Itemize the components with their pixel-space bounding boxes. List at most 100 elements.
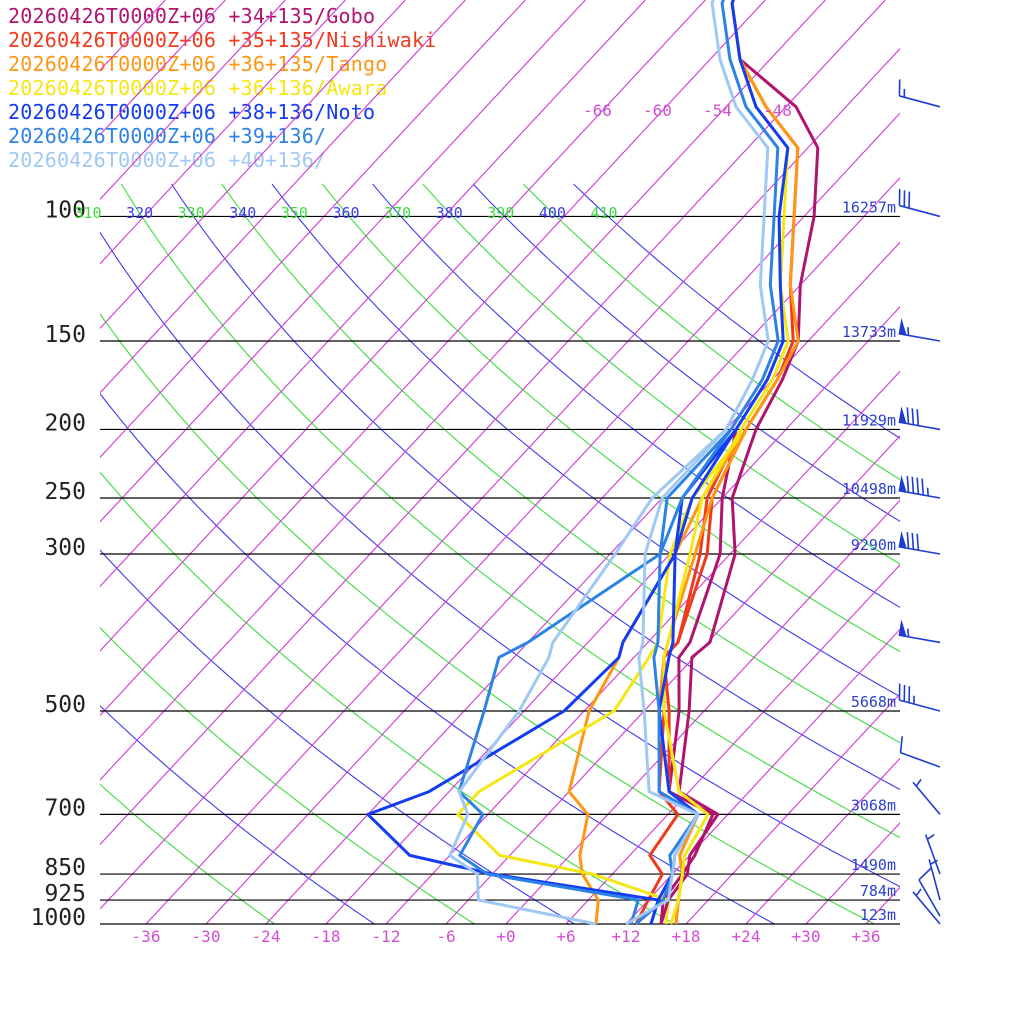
pressure-label: 250 xyxy=(44,479,86,505)
dry-adiabat xyxy=(100,471,676,924)
wind-barb xyxy=(918,867,941,917)
wind-barb-feather xyxy=(911,408,915,425)
x-tick-label: +12 xyxy=(612,927,641,946)
wind-barb-half-feather xyxy=(907,327,910,336)
isotherms xyxy=(100,0,1024,924)
dewpoint-line xyxy=(659,429,738,925)
dry-adiabat xyxy=(221,183,900,744)
wind-barb-staff xyxy=(900,751,941,768)
isotherm-line xyxy=(325,305,900,924)
wind-barb-pennant xyxy=(898,406,907,424)
x-tick-label: +0 xyxy=(496,927,515,946)
pressure-label: 1000 xyxy=(31,905,86,931)
wind-barb-staff xyxy=(898,332,941,342)
wind-barb-staff xyxy=(899,204,941,218)
theta-label: 310 xyxy=(74,204,101,222)
isotherm-line xyxy=(100,0,826,781)
x-tick-label: +6 xyxy=(556,927,575,946)
isotherm-line xyxy=(865,886,900,924)
wind-barb-feather xyxy=(916,533,920,551)
legend-entry: 20260426T0000Z+06 +39+136/ xyxy=(8,124,327,148)
isotherm-line xyxy=(625,628,900,924)
dewpoint-line xyxy=(634,428,743,925)
isotherm-line xyxy=(100,0,346,265)
theta-label: 410 xyxy=(590,204,617,222)
theta-label: 320 xyxy=(126,204,153,222)
isotherm-line xyxy=(100,0,406,330)
x-tick-label: +24 xyxy=(732,927,761,946)
height-label: 5668m xyxy=(851,693,896,711)
height-label: 9290m xyxy=(851,536,896,554)
x-tick-label: -36 xyxy=(132,927,161,946)
wind-barb-feather xyxy=(916,477,920,495)
wind-barb xyxy=(898,189,941,218)
wind-barb-staff xyxy=(899,95,941,108)
legend-entry: 20260426T0000Z+06 +40+136/ xyxy=(8,148,327,172)
wind-barb xyxy=(898,317,941,342)
height-label: 13733m xyxy=(842,323,896,341)
wind-barb-feather xyxy=(921,478,925,496)
x-tick-label: +18 xyxy=(672,927,701,946)
isotherm-line xyxy=(100,0,586,523)
temperature-line xyxy=(635,0,780,926)
height-label: 1490m xyxy=(851,856,896,874)
wind-barb-pennant xyxy=(898,317,907,336)
pressure-label: 200 xyxy=(44,410,86,436)
pressure-label: 300 xyxy=(44,535,86,561)
legend-entry: 20260426T0000Z+06 +36+135/Tango xyxy=(8,52,388,76)
x-tick-label: +36 xyxy=(852,927,881,946)
upper-temp-label: -66 xyxy=(583,101,612,120)
wind-barb xyxy=(928,859,941,901)
wind-barb-half-feather xyxy=(915,888,922,897)
upper-temp-label: -48 xyxy=(763,101,792,120)
legend-entry: 20260426T0000Z+06 +36+136/Awara xyxy=(8,76,388,100)
wind-barb xyxy=(898,683,941,712)
isotherm-line xyxy=(100,0,526,459)
isotherm-line xyxy=(145,112,900,924)
isotherm-line xyxy=(100,0,166,72)
height-label: 3068m xyxy=(851,796,896,814)
theta-label: 350 xyxy=(281,204,308,222)
wind-barb-half-feather xyxy=(926,487,929,496)
temperature-line xyxy=(659,0,820,925)
theta-label: 380 xyxy=(436,204,463,222)
pressure-label: 500 xyxy=(44,692,86,718)
isotherm-line xyxy=(986,0,1024,924)
wind-barb-feather xyxy=(916,409,920,426)
wind-barb-staff xyxy=(899,699,941,712)
pressure-levels: 100 16257m 150 13733m 200 11929m 250 10498m 300 9… xyxy=(31,197,900,931)
wind-barb-pennant xyxy=(898,530,907,549)
wind-barb-feather xyxy=(918,867,932,881)
wind-barb xyxy=(898,474,941,499)
theta-label: 370 xyxy=(384,204,411,222)
wind-barb-staff xyxy=(898,421,941,431)
dry-adiabat xyxy=(100,705,376,924)
isotherm-line xyxy=(505,499,900,924)
wind-barb xyxy=(898,619,941,644)
wind-barb-feather xyxy=(906,531,910,549)
wind-barb xyxy=(898,406,941,431)
pressure-label: 150 xyxy=(44,322,86,348)
wind-barb-staff xyxy=(912,781,941,815)
isotherm-line xyxy=(100,0,226,136)
wind-barbs xyxy=(898,79,941,925)
dry-adiabat xyxy=(100,549,576,924)
dewpoint-line xyxy=(448,428,728,926)
x-tick-label: -6 xyxy=(436,927,455,946)
height-label: 10498m xyxy=(842,480,896,498)
upper-temp-label: -60 xyxy=(643,101,672,120)
x-tick-label: -24 xyxy=(252,927,281,946)
isotherm-line xyxy=(685,693,900,924)
wind-barb-half-feather xyxy=(926,834,935,840)
wind-barb xyxy=(912,778,941,815)
wind-barb-half-feather xyxy=(930,859,939,866)
wind-barb-feather xyxy=(911,476,915,494)
isotherm-line xyxy=(100,0,766,717)
dewpoint-line xyxy=(567,428,748,925)
isotherm-line xyxy=(100,0,466,394)
chart-legend: 20260426T0000Z+06 +34+135/Gobo 20260426T… xyxy=(8,4,436,172)
dewpoint-line xyxy=(456,428,748,925)
height-label: 11929m xyxy=(842,411,896,429)
pressure-label: 100 xyxy=(44,197,86,223)
